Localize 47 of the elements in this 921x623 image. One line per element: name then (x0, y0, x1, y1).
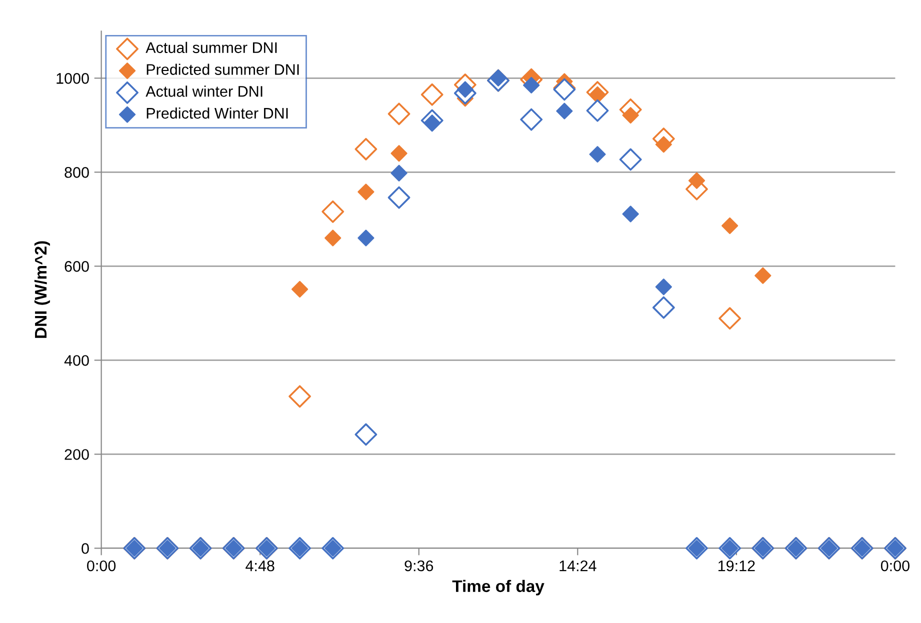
legend-label: Predicted Winter DNI (146, 107, 288, 119)
point (358, 230, 374, 246)
y-tick-label: 1000 (56, 73, 89, 84)
point (722, 217, 738, 234)
x-tick-label: 0:00 (87, 560, 116, 572)
point (354, 423, 378, 446)
point (589, 146, 606, 163)
point (388, 186, 410, 209)
x-tick-label: 14:24 (560, 560, 596, 572)
y-tick-label: 0 (82, 543, 89, 554)
point (388, 102, 410, 126)
x-tick-label: 19:12 (718, 560, 755, 572)
point (586, 99, 609, 122)
point (622, 206, 639, 222)
point (288, 385, 311, 408)
point (652, 296, 675, 319)
legend-label: Predicted summer DNI (146, 64, 299, 75)
point (390, 145, 408, 162)
y-tick-label: 600 (64, 261, 89, 272)
point (655, 136, 672, 153)
point (324, 230, 342, 246)
y-tick-label: 800 (64, 167, 89, 178)
point (523, 76, 540, 94)
point (354, 138, 378, 160)
point (291, 280, 308, 298)
point (556, 102, 573, 120)
x-tick-label: 4:48 (246, 560, 274, 572)
x-axis-title: Time of day (452, 580, 544, 596)
point (358, 184, 374, 200)
point (456, 81, 474, 98)
x-tick-label: 9:36 (404, 560, 434, 572)
y-tick-label: 400 (64, 355, 89, 366)
point (688, 172, 706, 189)
y-axis-title: DNI (W/m^2) (34, 241, 50, 338)
point (619, 148, 642, 171)
point (322, 200, 344, 223)
point (520, 108, 543, 131)
point (622, 106, 639, 124)
legend-label: Actual winter DNI (146, 86, 262, 97)
point (420, 83, 444, 106)
point (655, 278, 672, 296)
y-tick-label: 200 (64, 449, 89, 460)
legend-label: Actual summer DNI (146, 42, 277, 54)
point (390, 164, 408, 182)
x-tick-label: 0:00 (880, 560, 910, 572)
point (754, 267, 772, 284)
point (718, 307, 742, 330)
